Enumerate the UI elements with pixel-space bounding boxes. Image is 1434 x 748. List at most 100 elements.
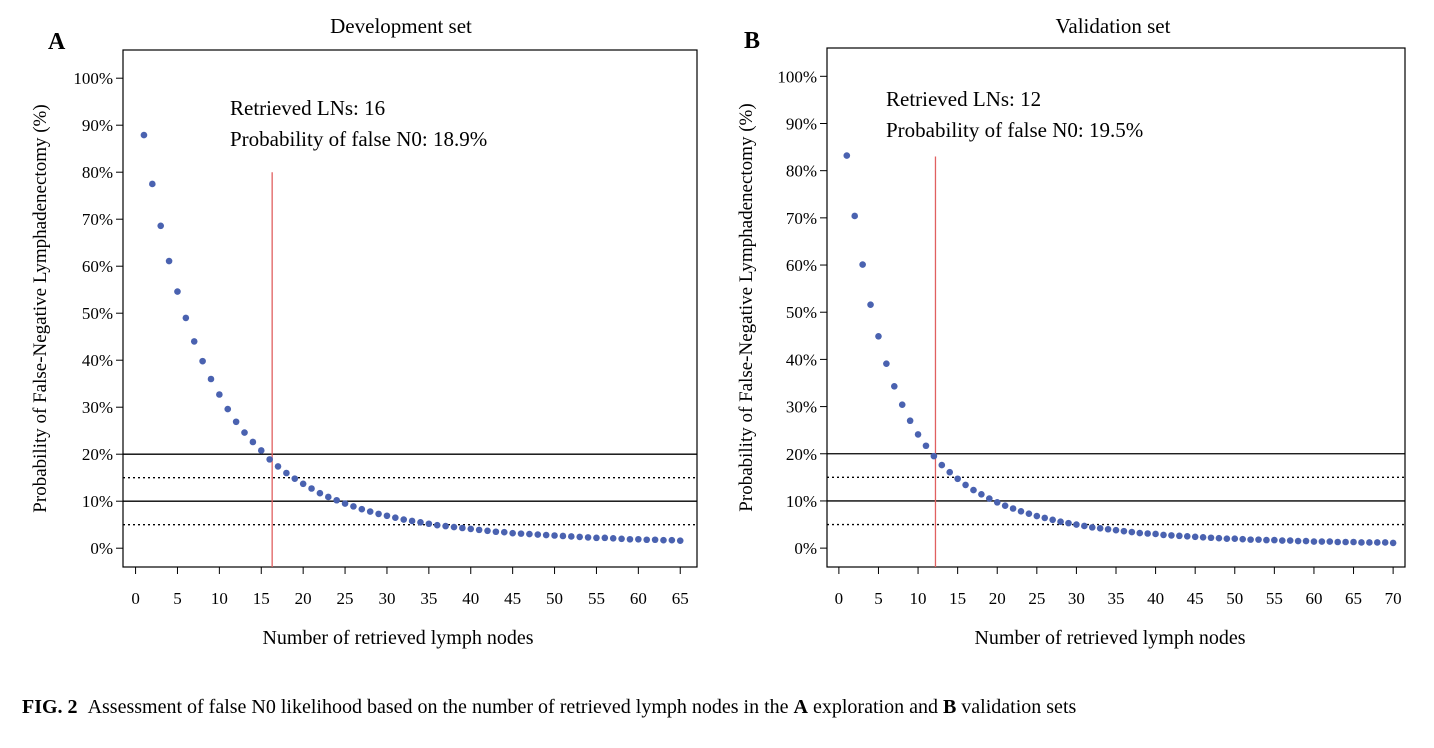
x-tick-label: 10: [910, 589, 927, 608]
x-tick-label: 45: [504, 589, 521, 608]
x-tick-label: 35: [420, 589, 437, 608]
caption-bold-b: B: [942, 696, 957, 718]
data-point: [559, 532, 567, 540]
x-tick-label: 5: [173, 589, 182, 608]
y-tick-label: 60%: [786, 256, 817, 275]
data-point: [993, 499, 1001, 506]
data-point: [324, 493, 332, 501]
data-point: [1057, 518, 1064, 526]
data-point: [459, 524, 466, 532]
x-tick-label: 5: [874, 589, 883, 608]
data-point: [274, 463, 282, 470]
data-point: [266, 456, 273, 463]
y-tick-label: 50%: [786, 303, 817, 322]
x-tick-label: 0: [131, 589, 140, 608]
data-point: [859, 261, 866, 268]
data-point: [593, 534, 600, 542]
y-tick-label: 100%: [777, 67, 817, 86]
y-tick-label: 0%: [794, 539, 817, 558]
data-point: [1009, 505, 1017, 512]
data-point: [1065, 519, 1072, 527]
caption-text-2: exploration and: [807, 696, 943, 718]
y-tick-label: 70%: [786, 209, 817, 228]
data-point: [1112, 526, 1120, 534]
x-tick-label: 60: [630, 589, 647, 608]
data-point: [1207, 534, 1215, 542]
data-point: [358, 505, 366, 513]
data-point: [1001, 502, 1009, 509]
data-point: [207, 375, 215, 383]
y-tick-label: 30%: [786, 398, 817, 417]
annotation-line: Probability of false N0: 18.9%: [230, 127, 487, 151]
data-point: [350, 503, 357, 510]
data-point: [946, 468, 954, 476]
caption-text-1: Assessment of false N0 likelihood based …: [87, 696, 794, 718]
data-point: [1033, 512, 1041, 520]
data-point: [1191, 533, 1199, 541]
data-point: [668, 536, 676, 544]
y-tick-label: 40%: [786, 350, 817, 369]
data-point: [216, 391, 223, 398]
data-point: [1302, 537, 1310, 545]
caption-fig-label: FIG. 2: [22, 696, 78, 718]
data-point: [484, 527, 491, 535]
data-point: [375, 510, 382, 518]
data-point: [283, 469, 290, 477]
data-point: [400, 516, 408, 523]
data-point: [1128, 528, 1136, 536]
x-tick-label: 55: [588, 589, 605, 608]
chart-title: Development set: [330, 14, 472, 38]
data-point: [1342, 538, 1349, 546]
y-tick-label: 100%: [73, 69, 113, 88]
data-point: [1183, 533, 1191, 540]
data-point: [922, 442, 930, 450]
data-point: [442, 522, 449, 530]
data-point: [1286, 537, 1294, 544]
data-point: [978, 491, 985, 498]
data-point: [643, 536, 651, 544]
data-point: [224, 405, 232, 413]
x-tick-label: 40: [1147, 589, 1164, 608]
figure-caption: FIG. 2 Assessment of false N0 likelihood…: [22, 696, 1076, 719]
data-point: [609, 535, 617, 542]
chart-title: Validation set: [1056, 14, 1171, 38]
data-point: [1136, 529, 1144, 537]
data-point: [232, 418, 240, 426]
annotation-line: Retrieved LNs: 12: [886, 87, 1041, 111]
data-point: [601, 534, 609, 542]
data-point: [618, 535, 625, 543]
data-point: [341, 500, 349, 507]
x-axis-label: Number of retrieved lymph nodes: [262, 627, 533, 649]
data-point: [299, 480, 307, 488]
x-tick-label: 65: [1345, 589, 1362, 608]
x-tick-label: 40: [462, 589, 479, 608]
panel-a: A Development set 0% 10% 20% 30% 40% 50% 60% 70% 8…: [30, 14, 698, 649]
y-tick-label: 10%: [82, 492, 113, 511]
data-point: [875, 332, 882, 340]
y-tick-label: 90%: [82, 116, 113, 135]
y-tick-label: 50%: [82, 304, 113, 323]
x-tick-label: 50: [1226, 589, 1243, 608]
data-point: [433, 521, 441, 529]
data-point: [1247, 536, 1254, 543]
data-point: [930, 452, 938, 460]
data-point: [1318, 538, 1326, 545]
data-point: [843, 152, 851, 159]
y-axis-label: Probability of False-Negative Lymphadene…: [30, 104, 51, 512]
data-point: [1120, 527, 1128, 535]
data-point: [1176, 532, 1183, 540]
data-point: [526, 530, 533, 538]
data-point: [291, 475, 299, 482]
data-point: [891, 382, 898, 390]
data-point: [1381, 539, 1389, 546]
data-point: [199, 357, 206, 365]
data-point: [467, 525, 475, 533]
y-tick-label: 60%: [82, 257, 113, 276]
x-tick-label: 35: [1108, 589, 1125, 608]
data-point: [584, 534, 592, 541]
data-point: [149, 180, 156, 188]
y-tick-label: 0%: [90, 539, 113, 558]
data-point: [165, 257, 173, 265]
data-point: [1263, 536, 1270, 544]
data-point: [157, 222, 165, 230]
